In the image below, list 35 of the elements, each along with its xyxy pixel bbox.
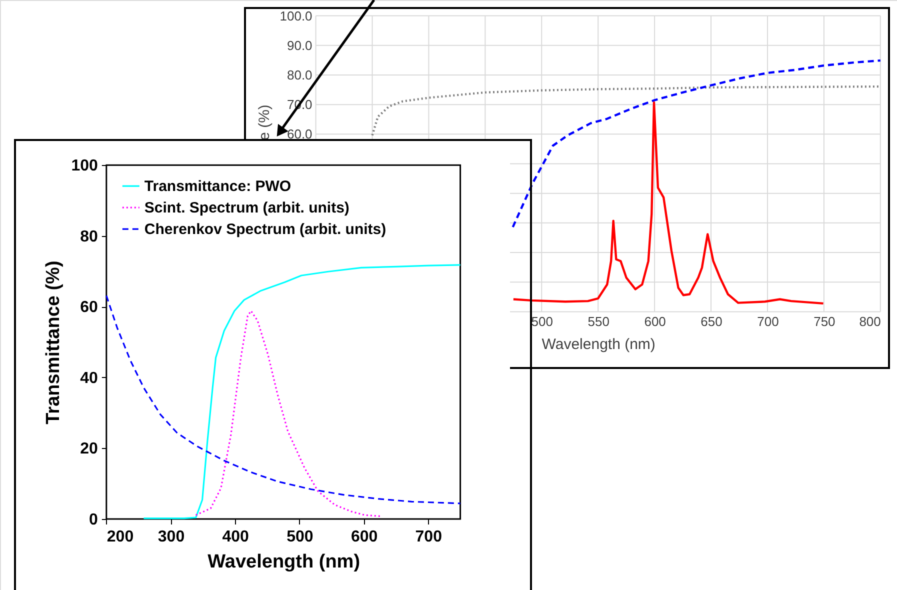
line-series: [142, 264, 462, 520]
y-tick-label: 100: [71, 158, 98, 175]
legend-label: Transmittance: PWO: [144, 178, 292, 196]
x-axis-title: Wavelength (nm): [542, 336, 656, 354]
x-tick-label: 500: [286, 528, 314, 546]
line-series: [195, 310, 381, 517]
y-tick-label: 90.0: [286, 38, 312, 53]
x-tick-label: 500: [531, 314, 553, 330]
y-tick-label: 100.0: [280, 8, 312, 24]
y-tick-label: 80.0: [286, 67, 312, 82]
y-axis-title: Transmittance (%): [43, 260, 64, 424]
x-tick-label: 650: [700, 314, 722, 330]
legend-label: Scint. Spectrum (arbit. units): [144, 200, 350, 217]
y-tick-label: 0: [88, 512, 98, 528]
line-series: [512, 101, 824, 305]
y-tick-label: 60: [80, 299, 98, 316]
x-tick-label: 700: [757, 314, 779, 330]
y-tick-label: 80: [80, 228, 98, 246]
legend-label: Cherenkov Spectrum (arbit. units): [144, 221, 386, 238]
x-axis-title: Wavelength (nm): [208, 552, 360, 572]
x-tick-label: 600: [644, 314, 666, 330]
y-tick-label: 60.0: [286, 126, 312, 142]
x-tick-label: 550: [588, 314, 610, 330]
x-tick-label: 700: [415, 528, 442, 546]
x-tick-label: 300: [158, 528, 185, 546]
line-series: [106, 294, 462, 504]
line-series: [512, 59, 882, 228]
x-tick-label: 400: [222, 528, 250, 546]
x-tick-label: 800: [859, 314, 881, 330]
line-series: [371, 85, 882, 136]
x-tick-label: 600: [350, 528, 378, 546]
y-tick-label: 40: [80, 370, 98, 387]
x-tick-label: 750: [814, 314, 836, 330]
x-tick-label: 200: [106, 528, 134, 546]
y-tick-label: 20: [80, 440, 98, 458]
